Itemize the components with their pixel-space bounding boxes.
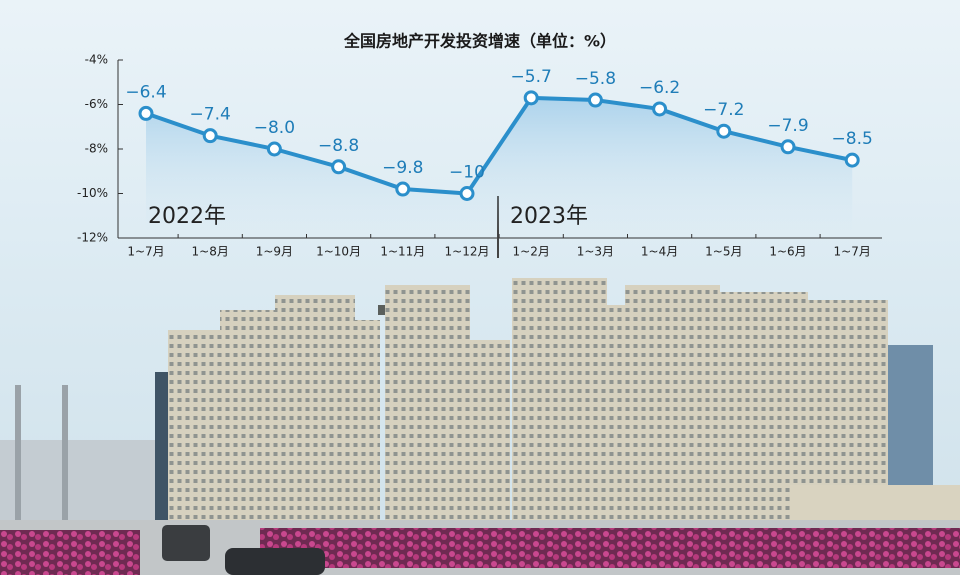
x-tick-label: 1~7月 — [127, 245, 164, 259]
y-tick-label: -10% — [77, 186, 108, 200]
x-tick-label: 1~2月 — [513, 245, 550, 259]
line — [145, 95, 853, 196]
y-tick-label: -12% — [77, 231, 108, 245]
x-tick-label: 1~7月 — [834, 245, 871, 259]
value-label: −7.4 — [190, 105, 231, 125]
point — [844, 152, 860, 168]
point — [459, 186, 475, 201]
value-label: −7.2 — [703, 100, 744, 120]
point — [652, 101, 668, 117]
x-tick-label: 1~4月 — [641, 245, 678, 259]
value-label: −8.0 — [254, 118, 295, 138]
x-tick-label: 1~10月 — [316, 245, 361, 259]
value-label: −5.7 — [511, 67, 552, 87]
value-label: −6.2 — [639, 78, 680, 98]
x-tick-label: 1~5月 — [705, 245, 742, 259]
x-tick-label: 1~12月 — [445, 245, 490, 259]
point — [202, 128, 218, 144]
y-tick-label: -8% — [85, 142, 108, 156]
annotation: 2023年 — [510, 204, 588, 229]
value-label: −10 — [449, 163, 485, 183]
value-label: −8.8 — [318, 136, 359, 156]
y-tick-label: -6% — [85, 97, 108, 111]
point — [395, 181, 411, 197]
value-label: −9.8 — [382, 158, 423, 178]
x-tick-label: 1~3月 — [577, 245, 614, 259]
photo-buildings — [0, 278, 960, 575]
y-tick-label: -4% — [85, 53, 108, 67]
point — [523, 90, 539, 106]
annotation: 2022年 — [148, 204, 226, 229]
point — [780, 139, 796, 155]
x-tick-label: 1~8月 — [192, 245, 229, 259]
point — [138, 105, 154, 121]
point — [331, 159, 347, 175]
chart-title: 全国房地产开发投资增速（单位：%） — [343, 32, 616, 51]
x-tick-label: 1~11月 — [380, 245, 425, 259]
point — [716, 123, 732, 139]
value-label: −7.9 — [767, 116, 808, 136]
point — [266, 141, 282, 157]
area — [146, 97, 853, 230]
point — [587, 92, 603, 108]
x-tick-label: 1~6月 — [769, 245, 806, 259]
value-label: −5.8 — [575, 69, 616, 89]
value-label: −6.4 — [125, 82, 166, 102]
x-tick-label: 1~9月 — [256, 245, 293, 259]
value-label: −8.5 — [832, 129, 873, 149]
